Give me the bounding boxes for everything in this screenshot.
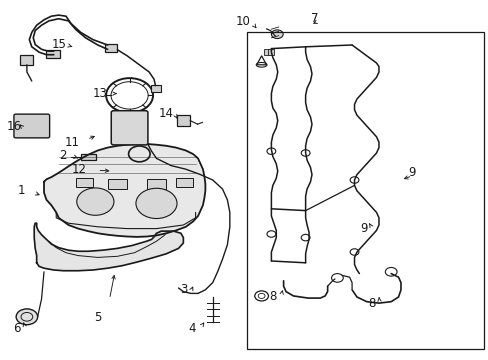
Bar <box>20 55 33 65</box>
Text: 2: 2 <box>59 149 66 162</box>
Text: 6: 6 <box>13 322 21 335</box>
Text: 1: 1 <box>17 184 25 197</box>
Text: 4: 4 <box>187 322 195 335</box>
Polygon shape <box>34 223 183 271</box>
Bar <box>150 85 161 92</box>
Text: 14: 14 <box>159 107 173 120</box>
FancyBboxPatch shape <box>111 111 147 145</box>
Text: 13: 13 <box>93 87 107 100</box>
FancyBboxPatch shape <box>14 114 50 138</box>
Text: 8: 8 <box>268 291 276 303</box>
Text: 7: 7 <box>310 12 318 25</box>
Text: 9: 9 <box>360 222 367 235</box>
Circle shape <box>122 111 137 122</box>
Circle shape <box>136 188 177 219</box>
Bar <box>263 49 269 55</box>
Text: 3: 3 <box>179 283 187 296</box>
Bar <box>81 154 96 160</box>
Text: 5: 5 <box>94 311 102 324</box>
Text: 16: 16 <box>6 120 21 133</box>
Bar <box>107 179 127 189</box>
Text: 9: 9 <box>407 166 415 179</box>
Circle shape <box>77 188 114 215</box>
Bar <box>246 32 483 349</box>
Polygon shape <box>44 144 205 237</box>
Bar <box>176 115 190 126</box>
Bar <box>76 178 93 187</box>
Text: 10: 10 <box>235 15 250 28</box>
Bar <box>146 179 166 189</box>
Circle shape <box>271 30 283 39</box>
Bar <box>268 49 274 55</box>
Text: 15: 15 <box>51 39 66 51</box>
Circle shape <box>16 309 38 325</box>
Text: 11: 11 <box>64 136 79 149</box>
Text: 8: 8 <box>367 297 375 310</box>
Text: 12: 12 <box>72 163 86 176</box>
Bar <box>176 178 193 187</box>
Bar <box>46 50 60 58</box>
Bar <box>105 44 117 52</box>
